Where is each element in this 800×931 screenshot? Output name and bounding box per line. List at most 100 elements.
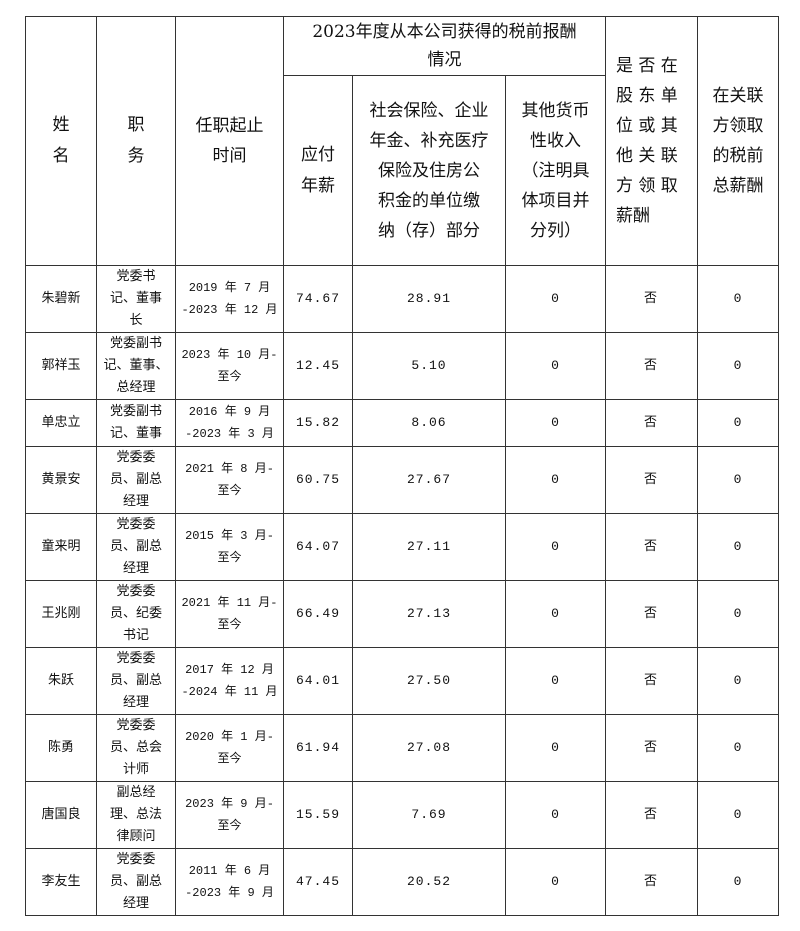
cell-salary: 64.01 (283, 647, 353, 715)
header-salary: 应付 年薪 (283, 75, 353, 266)
table-row: 唐国良 副总经 理、总法 律顾问 2023 年 9 月- 至今 15.59 7.69 0 否… (25, 781, 779, 849)
cell-term: 2016 年 9 月 -2023 年 3 月 (175, 399, 284, 447)
cell-term: 2019 年 7 月 -2023 年 12 月 (175, 265, 284, 333)
cell-name: 童来明 (25, 513, 97, 581)
cell-salary: 15.82 (283, 399, 353, 447)
cell-term: 2021 年 11 月- 至今 (175, 580, 284, 648)
cell-salary: 12.45 (283, 332, 353, 400)
cell-salary: 74.67 (283, 265, 353, 333)
cell-other: 0 (505, 781, 606, 849)
table-row: 朱跃 党委委 员、副总 经理 2017 年 12 月 -2024 年 11 月 64.… (25, 647, 779, 715)
header-name: 姓 名 (25, 16, 97, 266)
table-row: 童来明 党委委 员、副总 经理 2015 年 3 月- 至今 64.07 27.11 0 否… (25, 513, 779, 581)
cell-related: 否 (605, 265, 698, 333)
cell-social: 27.13 (352, 580, 506, 648)
cell-position: 党委委 员、纪委 书记 (96, 580, 176, 648)
cell-name: 陈勇 (25, 714, 97, 782)
cell-name: 唐国良 (25, 781, 97, 849)
cell-position: 党委委 员、副总 经理 (96, 513, 176, 581)
header-related-party: 是 否 在 股 东 单 位 或 其 他 关 联 方 领 取 薪酬 (605, 16, 698, 266)
cell-term: 2021 年 8 月- 至今 (175, 446, 284, 514)
cell-term: 2023 年 9 月- 至今 (175, 781, 284, 849)
cell-term: 2017 年 12 月 -2024 年 11 月 (175, 647, 284, 715)
cell-other: 0 (505, 848, 606, 916)
cell-name: 王兆刚 (25, 580, 97, 648)
table-row: 陈勇 党委委 员、总会 计师 2020 年 1 月- 至今 61.94 27.08 0 否 0 (25, 714, 779, 782)
cell-social: 8.06 (352, 399, 506, 447)
cell-name: 朱碧新 (25, 265, 97, 333)
cell-related: 否 (605, 332, 698, 400)
cell-related: 否 (605, 446, 698, 514)
cell-term: 2011 年 6 月 -2023 年 9 月 (175, 848, 284, 916)
cell-position: 党委委 员、副总 经理 (96, 446, 176, 514)
cell-other: 0 (505, 446, 606, 514)
cell-position: 党委副书 记、董事、 总经理 (96, 332, 176, 400)
cell-other: 0 (505, 265, 606, 333)
cell-salary: 47.45 (283, 848, 353, 916)
compensation-table: 姓 名 职 务 任职起止 时间 2023年度从本公司获得的税前报酬 情况 是 否… (25, 16, 779, 916)
cell-related: 否 (605, 781, 698, 849)
cell-related-total: 0 (697, 513, 779, 581)
cell-name: 黄景安 (25, 446, 97, 514)
cell-related-total: 0 (697, 446, 779, 514)
cell-position: 党委副书 记、董事 (96, 399, 176, 447)
cell-name: 郭祥玉 (25, 332, 97, 400)
header-term: 任职起止 时间 (175, 16, 284, 266)
cell-social: 20.52 (352, 848, 506, 916)
cell-term: 2020 年 1 月- 至今 (175, 714, 284, 782)
cell-name: 李友生 (25, 848, 97, 916)
cell-position: 副总经 理、总法 律顾问 (96, 781, 176, 849)
cell-position: 党委委 员、副总 经理 (96, 647, 176, 715)
cell-social: 5.10 (352, 332, 506, 400)
cell-related-total: 0 (697, 332, 779, 400)
cell-related-total: 0 (697, 848, 779, 916)
cell-other: 0 (505, 399, 606, 447)
cell-position: 党委委 员、副总 经理 (96, 848, 176, 916)
cell-salary: 15.59 (283, 781, 353, 849)
cell-other: 0 (505, 714, 606, 782)
cell-social: 28.91 (352, 265, 506, 333)
cell-other: 0 (505, 332, 606, 400)
cell-related-total: 0 (697, 265, 779, 333)
cell-other: 0 (505, 580, 606, 648)
cell-related-total: 0 (697, 781, 779, 849)
cell-related-total: 0 (697, 580, 779, 648)
cell-social: 27.50 (352, 647, 506, 715)
cell-term: 2015 年 3 月- 至今 (175, 513, 284, 581)
cell-other: 0 (505, 647, 606, 715)
cell-related-total: 0 (697, 714, 779, 782)
cell-social: 27.08 (352, 714, 506, 782)
cell-related: 否 (605, 647, 698, 715)
cell-term: 2023 年 10 月- 至今 (175, 332, 284, 400)
cell-related: 否 (605, 580, 698, 648)
table-row: 黄景安 党委委 员、副总 经理 2021 年 8 月- 至今 60.75 27.67 0 否… (25, 446, 779, 514)
table-row: 郭祥玉 党委副书 记、董事、 总经理 2023 年 10 月- 至今 12.45 5.1… (25, 332, 779, 400)
cell-position: 党委委 员、总会 计师 (96, 714, 176, 782)
table-row: 朱碧新 党委书 记、董事 长 2019 年 7 月 -2023 年 12 月 74.6… (25, 265, 779, 333)
cell-related: 否 (605, 513, 698, 581)
cell-salary: 60.75 (283, 446, 353, 514)
cell-salary: 61.94 (283, 714, 353, 782)
cell-salary: 64.07 (283, 513, 353, 581)
header-social: 社会保险、企业 年金、补充医疗 保险及住房公 积金的单位缴 纳（存）部分 (352, 75, 506, 266)
cell-related: 否 (605, 714, 698, 782)
cell-name: 单忠立 (25, 399, 97, 447)
cell-social: 7.69 (352, 781, 506, 849)
cell-social: 27.67 (352, 446, 506, 514)
cell-name: 朱跃 (25, 647, 97, 715)
table-row: 李友生 党委委 员、副总 经理 2011 年 6 月 -2023 年 9 月 47.4… (25, 848, 779, 916)
header-other: 其他货币 性收入 （注明具 体项目并 分列） (505, 75, 606, 266)
header-related-total: 在关联 方领取 的税前 总薪酬 (697, 16, 779, 266)
table-row: 王兆刚 党委委 员、纪委 书记 2021 年 11 月- 至今 66.49 27.13 0… (25, 580, 779, 648)
cell-salary: 66.49 (283, 580, 353, 648)
cell-position: 党委书 记、董事 长 (96, 265, 176, 333)
cell-other: 0 (505, 513, 606, 581)
header-position: 职 务 (96, 16, 176, 266)
header-group-pretax-compensation: 2023年度从本公司获得的税前报酬 情况 (283, 16, 606, 76)
cell-related-total: 0 (697, 647, 779, 715)
cell-related: 否 (605, 848, 698, 916)
cell-related-total: 0 (697, 399, 779, 447)
table-row: 单忠立 党委副书 记、董事 2016 年 9 月 -2023 年 3 月 15.82 8… (25, 399, 779, 447)
cell-related: 否 (605, 399, 698, 447)
cell-social: 27.11 (352, 513, 506, 581)
